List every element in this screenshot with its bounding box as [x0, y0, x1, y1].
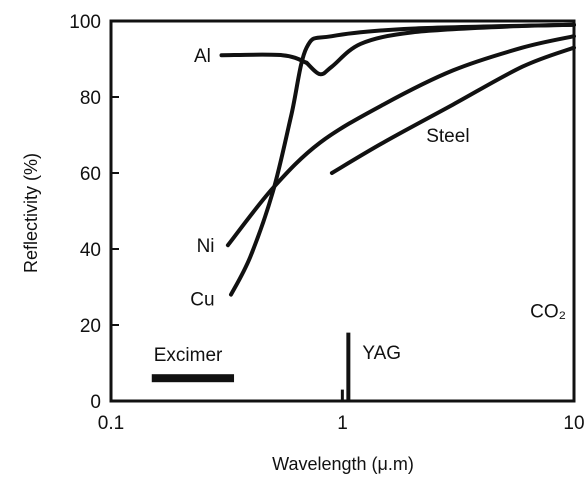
y-tick-label: 80: [80, 88, 101, 109]
y-tick-label: 60: [80, 164, 101, 185]
series-label-ni: Ni: [197, 236, 215, 257]
y-tick-label: 20: [80, 316, 101, 337]
x-axis-title: Wavelength (μ.m): [272, 454, 414, 474]
series-line-steel: [329, 45, 576, 175]
y-tick-label: 0: [90, 392, 101, 413]
x-tick-label: 10: [563, 413, 584, 434]
series-label-steel: Steel: [426, 126, 469, 147]
x-tick-label: 1: [337, 413, 348, 434]
series-line-ni: [225, 34, 576, 248]
leader-line-al: [219, 52, 309, 65]
series-label-al: Al: [194, 46, 211, 67]
y-tick-label: 100: [69, 12, 101, 33]
co2-label: CO₂: [530, 301, 566, 322]
y-axis-title: Reflectivity (%): [21, 153, 41, 273]
series-label-cu: Cu: [190, 289, 214, 310]
yag-label: YAG: [362, 343, 401, 364]
series-layer: Al Ni Cu Steel: [190, 22, 576, 310]
excimer-band: [151, 374, 235, 383]
excimer-label: Excimer: [154, 345, 223, 366]
y-tick-label: 40: [80, 240, 101, 261]
x-tick-label: 0.1: [98, 413, 124, 434]
annotations-layer: Excimer YAG CO₂: [151, 301, 566, 401]
